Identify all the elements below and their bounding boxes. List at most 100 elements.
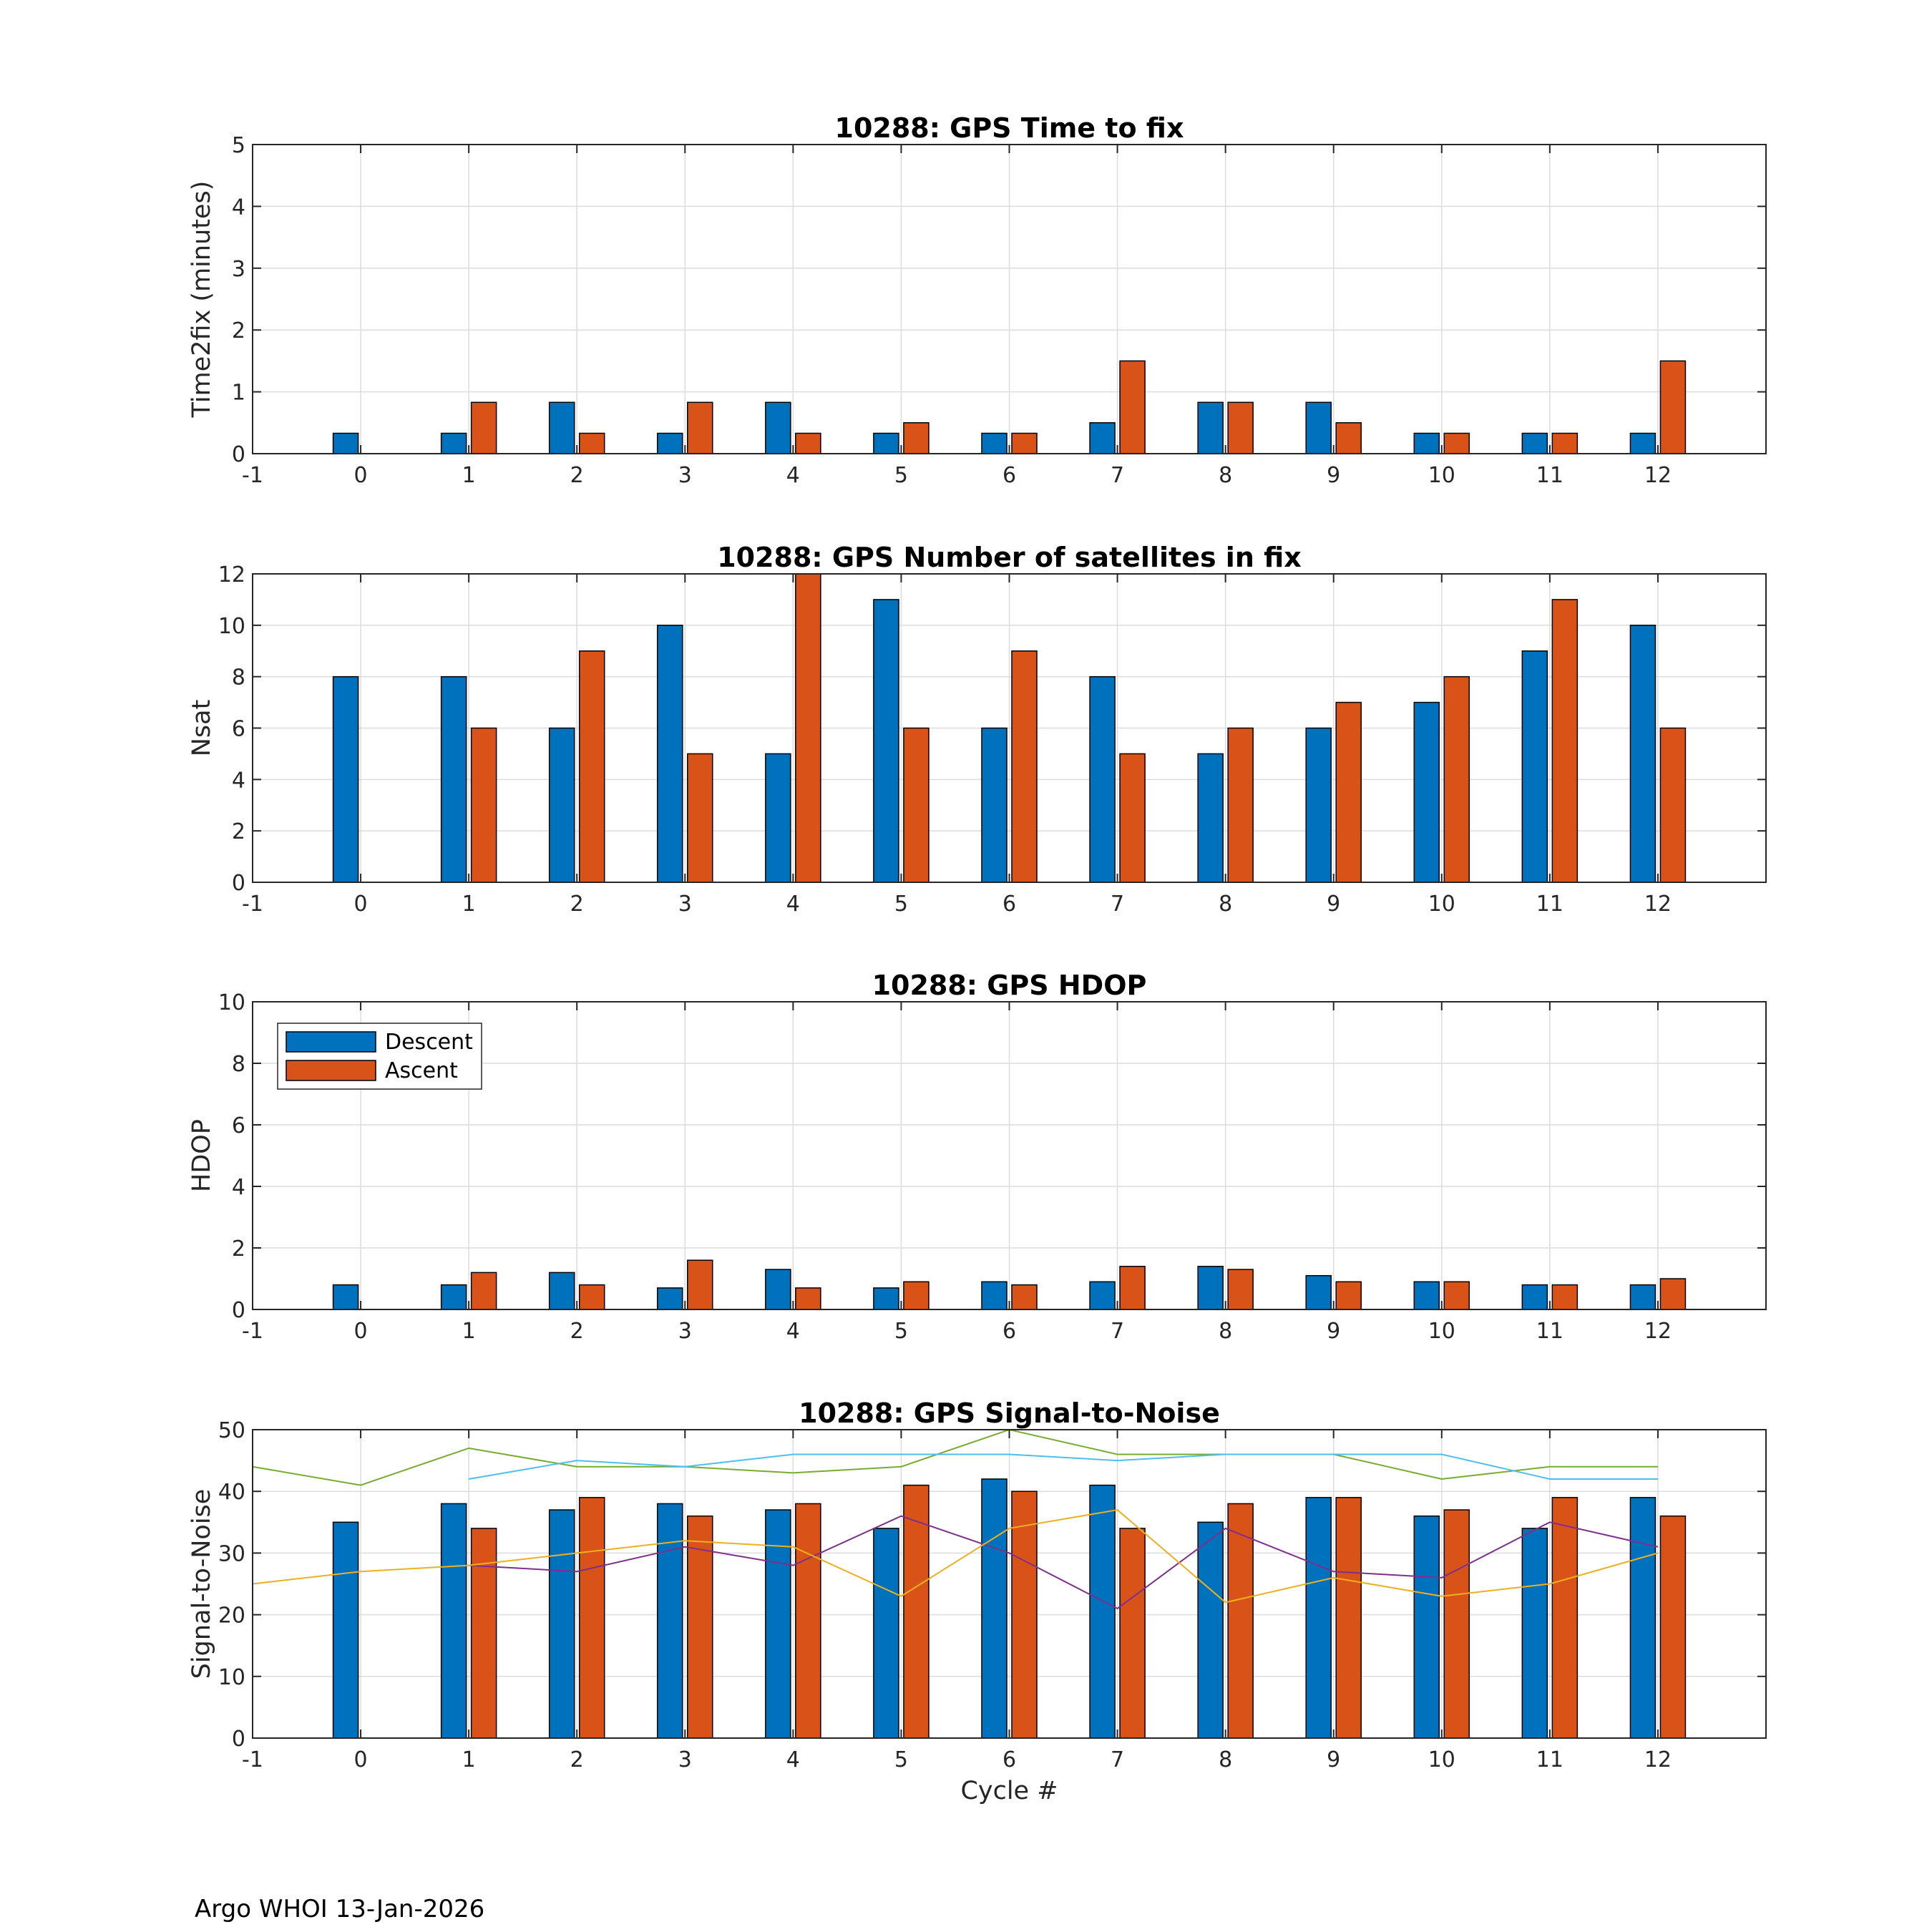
ascent-bar-cycle-7 xyxy=(1119,360,1146,454)
ascent-bar-cycle-10 xyxy=(1443,1281,1470,1310)
ascent-bar-cycle-1 xyxy=(470,1528,497,1739)
descent-bar-cycle-0 xyxy=(332,1284,359,1310)
legend-swatch-descent xyxy=(286,1031,376,1053)
descent-bar-cycle-12 xyxy=(1629,1284,1657,1310)
ascent-bar-cycle-4 xyxy=(795,1287,821,1310)
descent-bar-cycle-4 xyxy=(765,1269,791,1310)
y-tick-label: 6 xyxy=(232,717,245,742)
x-tick-label: 12 xyxy=(1644,1747,1672,1772)
descent-bar-cycle-2 xyxy=(548,1509,575,1739)
y-axis-label: Nsat xyxy=(187,700,216,757)
descent-bar-cycle-10 xyxy=(1413,1281,1440,1310)
y-axis-label: Signal-to-Noise xyxy=(187,1489,216,1679)
legend: Descent Ascent xyxy=(277,1023,482,1090)
x-tick-label: 7 xyxy=(1111,892,1124,917)
x-tick-label: 6 xyxy=(1002,892,1016,917)
ascent-bar-cycle-4 xyxy=(795,1503,821,1739)
ascent-bar-cycle-8 xyxy=(1227,1269,1254,1310)
descent-bar-cycle-10 xyxy=(1413,701,1440,883)
x-tick-label: 11 xyxy=(1536,1319,1563,1344)
x-tick-label: 3 xyxy=(678,892,692,917)
ascent-bar-cycle-2 xyxy=(578,1284,605,1310)
y-tick-label: 6 xyxy=(232,1113,245,1138)
x-tick-label: 11 xyxy=(1536,1747,1563,1772)
y-tick-label: 0 xyxy=(232,1298,245,1323)
x-tick-label: 11 xyxy=(1536,892,1563,917)
ascent-bar-cycle-4 xyxy=(795,573,821,883)
legend-swatch-ascent xyxy=(286,1060,376,1081)
descent-bar-cycle-1 xyxy=(440,1284,467,1310)
ascent-bar-cycle-1 xyxy=(470,1272,497,1310)
ascent-bar-cycle-6 xyxy=(1011,1491,1038,1739)
x-tick-label: 2 xyxy=(570,1319,584,1344)
descent-bar-cycle-9 xyxy=(1305,727,1332,883)
y-tick-label: 5 xyxy=(232,133,245,158)
ascent-bar-cycle-5 xyxy=(903,1484,930,1739)
ascent-bar-cycle-3 xyxy=(687,1259,713,1310)
snr-line-4 xyxy=(252,1508,1659,1604)
ascent-bar-cycle-6 xyxy=(1011,1284,1038,1310)
y-tick-label: 3 xyxy=(232,257,245,282)
x-tick-label: 1 xyxy=(462,1747,476,1772)
x-tick-label: 10 xyxy=(1428,1747,1455,1772)
x-tick-label: 6 xyxy=(1002,1747,1016,1772)
ascent-bar-cycle-5 xyxy=(903,422,930,454)
ascent-bar-cycle-2 xyxy=(578,650,605,883)
ascent-bar-cycle-5 xyxy=(903,1281,930,1310)
descent-bar-cycle-5 xyxy=(873,432,899,454)
y-tick-label: 10 xyxy=(218,990,245,1015)
x-tick-label: 4 xyxy=(786,1747,800,1772)
descent-bar-cycle-0 xyxy=(332,1521,359,1739)
descent-bar-cycle-2 xyxy=(548,1272,575,1310)
ascent-bar-cycle-12 xyxy=(1659,1278,1687,1310)
ascent-bar-cycle-5 xyxy=(903,727,930,883)
ascent-bar-cycle-10 xyxy=(1443,675,1470,883)
descent-bar-cycle-9 xyxy=(1305,1274,1332,1310)
descent-bar-cycle-3 xyxy=(657,432,683,454)
x-tick-label: 10 xyxy=(1428,1319,1455,1344)
x-tick-label: 10 xyxy=(1428,463,1455,488)
ascent-bar-cycle-9 xyxy=(1335,422,1362,454)
x-tick-label: 7 xyxy=(1111,1319,1124,1344)
descent-bar-cycle-3 xyxy=(657,1287,683,1310)
snr-line-3 xyxy=(469,1515,1659,1610)
ascent-bar-cycle-1 xyxy=(470,401,497,454)
ascent-bar-cycle-11 xyxy=(1551,1284,1579,1310)
ascent-bar-cycle-10 xyxy=(1443,1509,1470,1739)
descent-bar-cycle-11 xyxy=(1521,650,1548,883)
legend-label-descent: Descent xyxy=(385,1030,473,1055)
y-tick-label: 2 xyxy=(232,819,245,844)
ascent-bar-cycle-4 xyxy=(795,432,821,454)
descent-bar-cycle-9 xyxy=(1305,401,1332,454)
y-tick-label: 12 xyxy=(218,562,245,587)
ascent-bar-cycle-3 xyxy=(687,753,713,883)
ascent-bar-cycle-6 xyxy=(1011,650,1038,883)
descent-bar-cycle-7 xyxy=(1089,422,1116,454)
descent-bar-cycle-3 xyxy=(657,625,683,883)
ascent-bar-cycle-11 xyxy=(1551,1497,1579,1739)
x-tick-label: 6 xyxy=(1002,1319,1016,1344)
ascent-bar-cycle-3 xyxy=(687,401,713,454)
y-tick-label: 40 xyxy=(218,1480,245,1505)
x-tick-label: 2 xyxy=(570,463,584,488)
y-tick-label: 30 xyxy=(218,1541,245,1566)
x-tick-label: 3 xyxy=(678,1747,692,1772)
descent-bar-cycle-11 xyxy=(1521,1284,1548,1310)
descent-bar-cycle-6 xyxy=(981,1281,1008,1310)
descent-bar-cycle-8 xyxy=(1197,753,1224,883)
ascent-bar-cycle-11 xyxy=(1551,599,1579,883)
x-tick-label: -1 xyxy=(242,892,263,917)
ascent-bar-cycle-7 xyxy=(1119,1266,1146,1310)
y-tick-label: 20 xyxy=(218,1604,245,1629)
chart-title: 10288: GPS HDOP xyxy=(872,970,1147,1001)
ascent-bar-cycle-6 xyxy=(1011,432,1038,454)
x-tick-label: 6 xyxy=(1002,463,1016,488)
x-tick-label: 5 xyxy=(894,1319,908,1344)
descent-bar-cycle-8 xyxy=(1197,1266,1224,1310)
x-tick-label: 11 xyxy=(1536,463,1563,488)
x-tick-label: 12 xyxy=(1644,1319,1672,1344)
descent-bar-cycle-8 xyxy=(1197,1521,1224,1739)
